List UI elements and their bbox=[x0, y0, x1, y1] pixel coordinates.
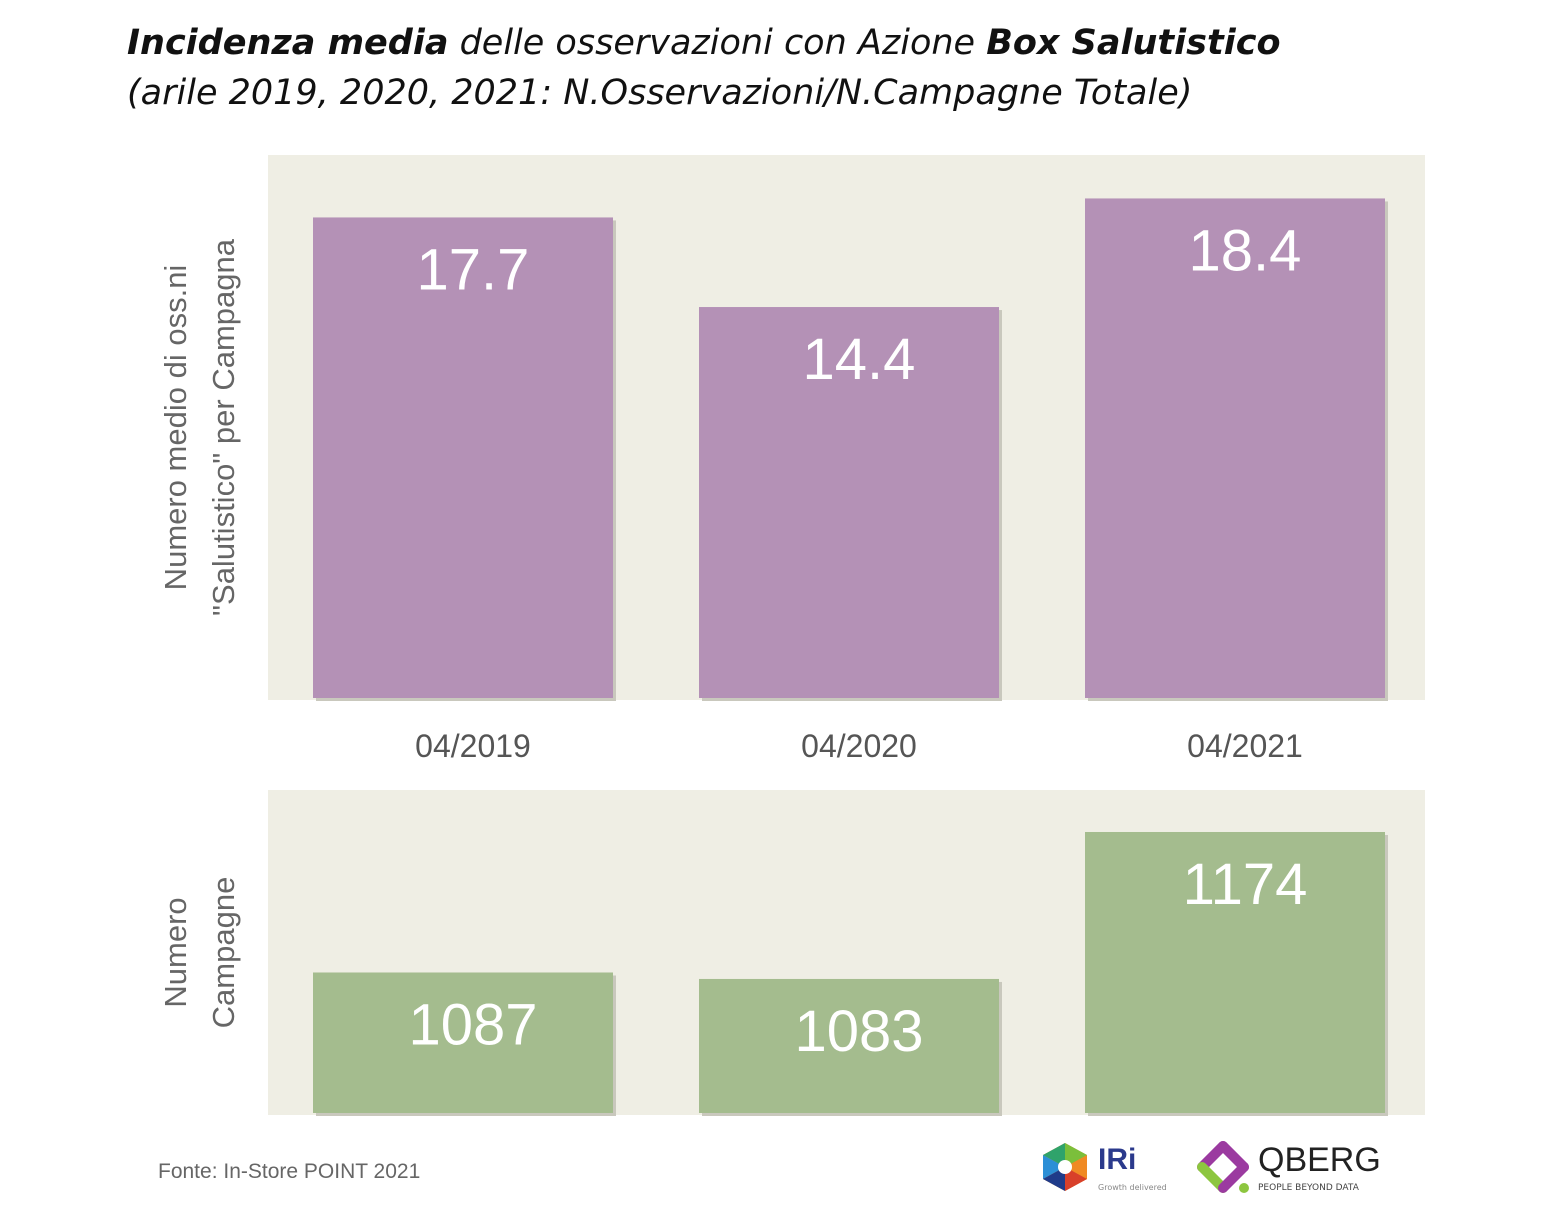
qberg-diamond-icon bbox=[1197, 1141, 1249, 1193]
x-tick-label: 04/2021 bbox=[1187, 728, 1303, 764]
bar-04/2020 bbox=[699, 978, 999, 1113]
source-note: Fonte: In-Store POINT 2021 bbox=[158, 1160, 421, 1183]
data-label: 1087 bbox=[408, 992, 537, 1057]
title-bold-2: Box Salutistico bbox=[986, 23, 1281, 63]
title-bold-1: Incidenza media bbox=[127, 23, 449, 63]
chart-title: Incidenza media delle osservazioni con A… bbox=[127, 18, 1281, 118]
iri-logo: IRi Growth delivered bbox=[1040, 1140, 1167, 1194]
y-axis-label: Numero bbox=[158, 897, 193, 1007]
x-tick-label: 04/2019 bbox=[415, 728, 531, 764]
bar-04/2021 bbox=[1085, 198, 1385, 698]
iri-tagline: Growth delivered bbox=[1098, 1183, 1167, 1192]
qberg-logo-text: QBERG bbox=[1258, 1141, 1381, 1179]
data-label: 14.4 bbox=[803, 327, 916, 392]
data-label: 1174 bbox=[1183, 852, 1308, 917]
title-mid: delle osservazioni con Azione bbox=[448, 23, 987, 63]
qberg-logo: QBERG PEOPLE BEYOND DATA bbox=[1196, 1140, 1381, 1194]
title-subtitle: (arile 2019, 2020, 2021: N.Osservazioni/… bbox=[127, 73, 1193, 113]
y-axis-label: Numero medio di oss.ni bbox=[158, 265, 193, 591]
data-label: 1083 bbox=[794, 999, 923, 1064]
bar-04/2019 bbox=[313, 972, 613, 1113]
x-tick-label: 04/2020 bbox=[801, 728, 917, 764]
data-label: 17.7 bbox=[417, 237, 530, 302]
qberg-tagline: PEOPLE BEYOND DATA bbox=[1258, 1183, 1359, 1193]
bar-04/2021 bbox=[1085, 831, 1385, 1113]
y-axis-label: "Salutistico" per Campagna bbox=[206, 238, 241, 616]
iri-logo-text: IRi bbox=[1098, 1143, 1137, 1176]
bar-04/2020 bbox=[699, 307, 999, 698]
y-axis-label: Campagne bbox=[206, 877, 241, 1029]
data-label: 18.4 bbox=[1189, 218, 1302, 283]
iri-hexagon-icon bbox=[1043, 1143, 1087, 1191]
bar-04/2019 bbox=[313, 217, 613, 698]
